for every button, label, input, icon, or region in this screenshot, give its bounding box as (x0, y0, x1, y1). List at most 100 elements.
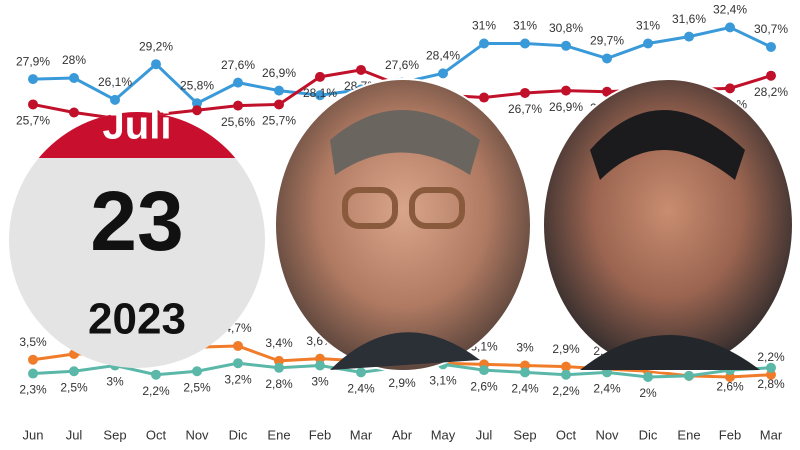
value-label: 27,9% (16, 54, 50, 68)
point (766, 362, 776, 373)
point (479, 365, 489, 376)
value-label: 28,2% (754, 85, 788, 99)
x-tick-label: May (431, 427, 456, 442)
value-label: 25,7% (16, 114, 50, 128)
point (766, 70, 776, 81)
x-tick-label: Feb (309, 427, 331, 442)
value-label: 32,4% (713, 3, 747, 17)
x-tick-label: Jul (476, 427, 493, 442)
value-label: 2,3% (19, 383, 47, 397)
point (151, 369, 161, 380)
point (315, 360, 325, 371)
x-tick-label: Sep (513, 427, 536, 442)
point (766, 369, 776, 380)
point (28, 99, 38, 110)
value-label: 26,1% (98, 75, 132, 89)
value-label: 31% (636, 19, 660, 33)
value-label: 28,1% (303, 86, 337, 100)
point (192, 105, 202, 116)
value-label: 2% (639, 386, 657, 400)
value-label: 30,8% (549, 21, 583, 35)
x-tick-label: Abr (392, 427, 413, 442)
point (602, 86, 612, 97)
x-tick-label: Feb (719, 427, 741, 442)
point (438, 68, 448, 79)
point (274, 85, 284, 96)
value-label: 3% (106, 375, 124, 389)
value-label: 2,9% (388, 376, 416, 390)
x-tick-label: Mar (760, 427, 783, 442)
point (233, 340, 243, 351)
point (274, 362, 284, 373)
point (28, 368, 38, 379)
value-label: 26,9% (549, 100, 583, 114)
point (28, 354, 38, 365)
point (725, 372, 735, 382)
x-tick-label: Jul (66, 427, 83, 442)
value-label: 31% (513, 19, 537, 33)
point (151, 59, 161, 70)
x-tick-label: Oct (556, 427, 577, 442)
point (561, 40, 571, 51)
value-label: 29,7% (590, 34, 624, 48)
point (725, 22, 735, 33)
calendar-month: Juli (103, 104, 172, 148)
point (233, 358, 243, 369)
calendar-day: 23 (90, 174, 183, 268)
point (643, 372, 653, 382)
value-label: 2,5% (183, 380, 211, 394)
point (274, 99, 284, 110)
value-label: 3,2% (224, 372, 252, 386)
point (561, 85, 571, 96)
point (233, 77, 243, 88)
value-label: 27,6% (385, 58, 419, 72)
value-label: 2,4% (347, 382, 375, 396)
point (315, 90, 325, 101)
x-tick-label: Nov (185, 427, 209, 442)
value-label: 2,4% (593, 382, 621, 396)
point (192, 366, 202, 377)
portrait-left (274, 78, 532, 372)
value-label: 2,8% (265, 377, 293, 391)
value-label: 26,7% (508, 102, 542, 116)
value-label: 3,1% (429, 374, 457, 388)
point (602, 53, 612, 64)
point (643, 38, 653, 49)
point (69, 73, 79, 83)
value-label: 2,2% (757, 350, 785, 364)
x-tick-label: Dic (229, 427, 248, 442)
point (684, 370, 694, 381)
value-label: 2,6% (716, 379, 744, 393)
calendar-year: 2023 (88, 295, 186, 344)
calendar-disc (9, 112, 265, 368)
point (520, 367, 530, 378)
value-label: 28,4% (426, 49, 460, 63)
x-tick-label: Oct (146, 427, 167, 442)
value-label: 3,4% (265, 336, 293, 350)
point (520, 87, 530, 98)
point (479, 38, 489, 49)
value-label: 31,6% (672, 12, 706, 26)
point (315, 353, 325, 364)
point (561, 369, 571, 380)
value-label: 2,5% (60, 380, 88, 394)
value-label: 30,7% (754, 22, 788, 36)
point (192, 98, 202, 109)
value-label: 2,2% (142, 384, 170, 398)
point (69, 366, 79, 377)
value-label: 3,5% (19, 335, 47, 349)
portrait-right (542, 78, 794, 372)
x-tick-label: Ene (677, 427, 700, 442)
point (28, 74, 38, 85)
point (356, 64, 366, 75)
value-label: 2,9% (552, 342, 580, 356)
value-label: 25,6% (221, 115, 255, 129)
value-label: 2,8% (757, 377, 785, 391)
x-tick-label: Sep (103, 427, 126, 442)
point (69, 107, 79, 118)
value-label: 31% (472, 19, 496, 33)
point (684, 31, 694, 42)
value-label: 25,8% (180, 78, 214, 92)
point (561, 361, 571, 372)
